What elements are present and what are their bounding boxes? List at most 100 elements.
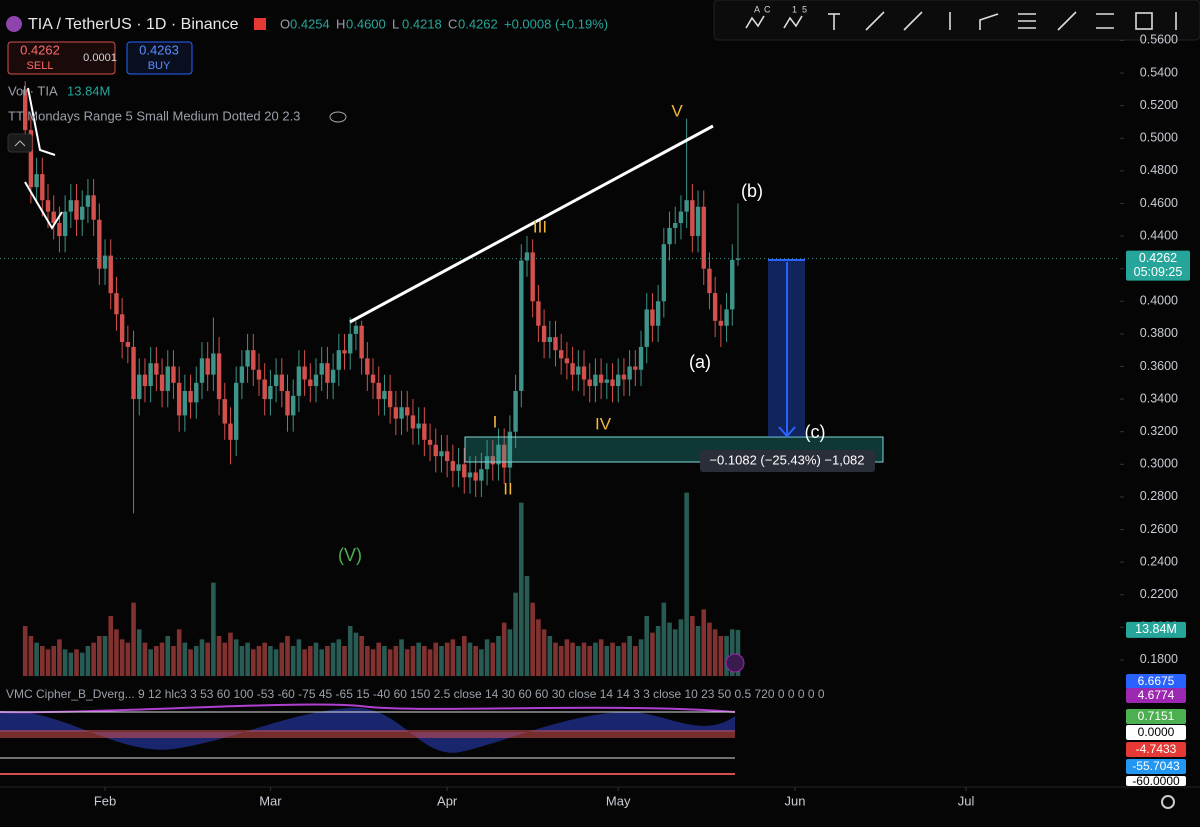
candle-body [268,386,273,400]
volume-bar [165,636,171,676]
volume-bar [79,652,85,676]
tool-icon[interactable] [903,11,923,31]
volume-bar [142,642,148,676]
volume-bar [188,649,193,676]
candle-body [51,211,56,224]
candle-body [387,390,393,408]
candle-body [382,390,387,400]
volume-bar [193,646,199,676]
tool-icon[interactable] [783,15,803,29]
candle-body [519,260,524,391]
buy-price: 0.4263 [139,42,179,57]
y-tick-label: 0.4600 [1140,196,1178,210]
x-tick-label: Mar [259,793,282,808]
tool-icon[interactable] [1135,12,1153,30]
tool-icon[interactable] [745,15,765,29]
tool-icon[interactable] [1057,11,1077,31]
candle-body [553,337,558,351]
candle-body [598,374,604,383]
ohlc-key: O [280,16,290,31]
candle-body [57,223,62,237]
volume-bar [627,636,632,676]
volume-label-box [1126,621,1186,638]
price-label: 0.4262 [1139,251,1177,265]
candle-body [604,379,610,383]
tool-letter: 1 [792,4,797,14]
sell-button[interactable] [7,41,116,75]
sell-label: SELL [27,60,54,72]
volume-bar [530,602,535,676]
candle-body [359,325,364,359]
volume-bar [467,642,473,676]
candle-body [285,390,290,416]
candle-body [621,374,627,380]
volume-bar [325,646,330,676]
candle-body [199,358,205,383]
wave-label: I [493,412,498,431]
candle-body [205,358,210,375]
volume-bar [684,492,689,676]
y-tick-label: 0.5200 [1140,98,1178,112]
candle-body [513,390,518,432]
measure-label: −0.1082 (−25.43%) −1,082 [709,452,864,467]
volume-bar [91,642,96,676]
candle-body [313,374,319,387]
candle-body [188,390,193,403]
collapse-icon [14,140,26,147]
volume-bar [342,646,347,676]
volume-bar [593,642,598,676]
visibility-icon[interactable] [329,111,347,123]
volume-label: 13.84M [1135,622,1177,636]
tool-letter: 5 [802,4,807,14]
tool-icon[interactable] [979,13,999,30]
y-tick-label: 0.4000 [1140,294,1178,308]
volume-bar [68,652,74,676]
volume-bar [564,639,570,676]
oscillator-line [0,703,736,714]
volume-bar [427,649,433,676]
tool-icon[interactable] [865,11,885,31]
volume-bar [296,639,302,676]
volume-bar [199,639,205,676]
candle-body [530,252,535,302]
volume-bar [233,639,239,676]
x-tick-label: Jul [958,793,975,808]
buy-button[interactable] [126,41,193,75]
y-tick-label: 0.3600 [1140,359,1178,373]
volume-bar [273,649,279,676]
y-tick-label: 0.5600 [1140,33,1178,47]
volume-bar [330,642,336,676]
collapse-button[interactable] [7,133,33,153]
candle-body [547,337,552,343]
volume-bar [712,629,718,676]
volume-value: 13.84M [67,83,110,98]
volume-bar [279,642,285,676]
volume-bar [701,609,707,676]
volume-bar [57,639,62,676]
volume-bar [678,619,684,676]
candle-body [74,200,79,220]
volume-bar [154,646,159,676]
volume-bar [308,646,313,676]
oscillator-title: VMC Cipher_B_Dverg... 9 12 hlc3 3 53 60 … [6,687,825,701]
volume-bar [422,646,427,676]
candle-body [724,309,729,326]
volume-bar [285,636,290,676]
settings-icon[interactable] [1161,795,1175,809]
volume-bar [490,642,496,676]
level-box [1126,759,1186,774]
volume-bar [496,636,501,676]
tool-letter: A [754,4,760,14]
candle-body [28,130,34,188]
alert-icon[interactable] [725,653,745,673]
candle-body [279,374,284,391]
candle-body [245,350,250,367]
volume-bar [570,642,575,676]
volume-bar [718,636,724,676]
volume-bar [650,632,655,676]
candle-body [336,350,342,370]
volume-bar [211,582,216,676]
candle-body [393,407,399,419]
